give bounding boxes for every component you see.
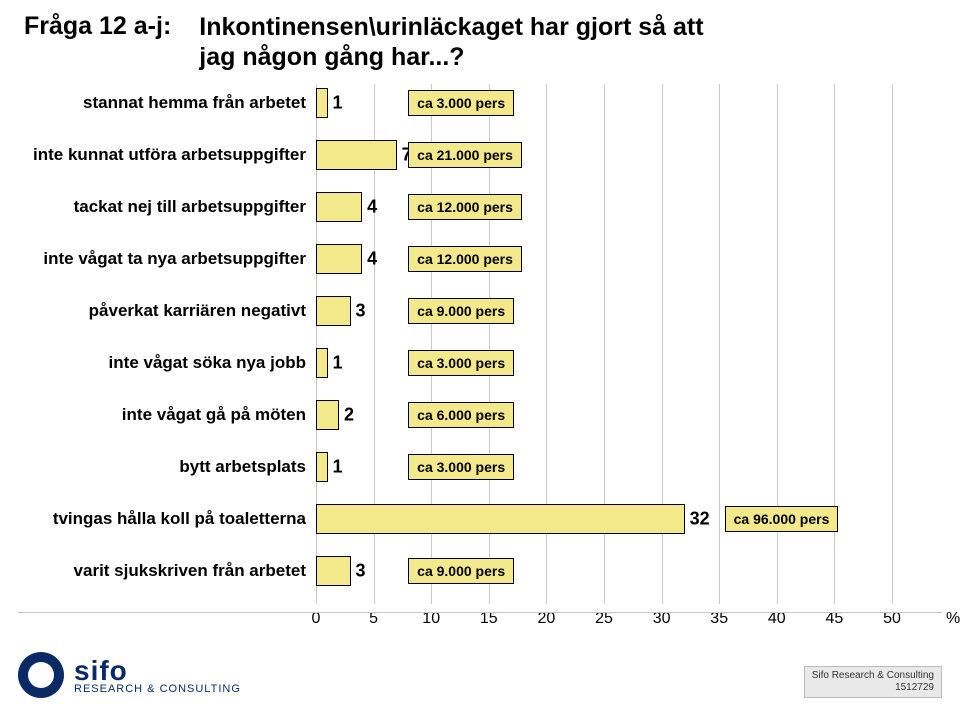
page: Fråga 12 a-j: Inkontinensen\urinläckaget… xyxy=(0,0,960,706)
bar-wrap: 1 ca 3.000 pers xyxy=(316,348,892,378)
title-question-text: Inkontinensen\urinläckaget har gjort så … xyxy=(199,12,703,72)
annotation-box: ca 3.000 pers xyxy=(408,90,514,116)
bar-chart: 05101520253035404550 stannat hemma från … xyxy=(24,84,936,604)
annotation-box: ca 9.000 pers xyxy=(408,558,514,584)
bar-value: 32 xyxy=(690,509,710,530)
bar: 3 xyxy=(316,556,351,586)
category-label: inte vågat gå på möten xyxy=(122,405,316,425)
chart-row: stannat hemma från arbetet1ca 3.000 pers xyxy=(24,84,936,122)
chart-row: påverkat karriären negativt3ca 9.000 per… xyxy=(24,292,936,330)
bar-value: 1 xyxy=(333,457,343,478)
chart-row: bytt arbetsplats1ca 3.000 pers xyxy=(24,448,936,486)
category-label: inte vågat ta nya arbetsuppgifter xyxy=(43,249,316,269)
logo-mark-icon xyxy=(18,652,64,698)
bar-value: 4 xyxy=(367,249,377,270)
chart-row: varit sjukskriven från arbetet3ca 9.000 … xyxy=(24,552,936,590)
bar: 4 xyxy=(316,244,362,274)
annotation-box: ca 9.000 pers xyxy=(408,298,514,324)
bar-wrap: 1 ca 3.000 pers xyxy=(316,88,892,118)
footer: sifo RESEARCH & CONSULTING Sifo Research… xyxy=(0,612,960,706)
annotation-box: ca 3.000 pers xyxy=(408,454,514,480)
bar: 3 xyxy=(316,296,351,326)
category-label: stannat hemma från arbetet xyxy=(83,93,316,113)
bar: 32 xyxy=(316,504,685,534)
chart-row: tackat nej till arbetsuppgifter4ca 12.00… xyxy=(24,188,936,226)
chart-row: inte vågat gå på möten2ca 6.000 pers xyxy=(24,396,936,434)
category-label: inte vågat söka nya jobb xyxy=(109,353,316,373)
bar-wrap: 3 ca 9.000 pers xyxy=(316,296,892,326)
bar-wrap: 1 ca 3.000 pers xyxy=(316,452,892,482)
logo: sifo RESEARCH & CONSULTING xyxy=(18,652,241,698)
bar-value: 3 xyxy=(356,561,366,582)
bar-value: 2 xyxy=(344,405,354,426)
annotation-box: ca 6.000 pers xyxy=(408,402,514,428)
bar-value: 1 xyxy=(333,93,343,114)
category-label: tackat nej till arbetsuppgifter xyxy=(74,197,316,217)
credit-line2: 1512729 xyxy=(895,682,934,693)
bar-value: 4 xyxy=(367,197,377,218)
title-question-id: Fråga 12 a-j: xyxy=(24,12,171,41)
annotation-box: ca 3.000 pers xyxy=(408,350,514,376)
bar: 1 xyxy=(316,88,328,118)
annotation-box: ca 12.000 pers xyxy=(408,194,522,220)
bar-value: 3 xyxy=(356,301,366,322)
chart-rows: stannat hemma från arbetet1ca 3.000 pers… xyxy=(24,84,936,604)
chart-row: inte vågat söka nya jobb1ca 3.000 pers xyxy=(24,344,936,382)
annotation-box: ca 96.000 pers xyxy=(725,506,839,532)
chart-row: inte kunnat utföra arbetsuppgifter7 ca 21… xyxy=(24,136,936,174)
category-label: påverkat karriären negativt xyxy=(89,301,316,321)
bar-wrap: 3 ca 9.000 pers xyxy=(316,556,892,586)
credit-line1: Sifo Research & Consulting xyxy=(812,670,934,681)
annotation-box: ca 12.000 pers xyxy=(408,246,522,272)
category-label: varit sjukskriven från arbetet xyxy=(74,561,316,581)
annotation-box: ca 21.000 pers xyxy=(408,142,522,168)
chart-row: tvingas hålla koll på toaletterna32ca 96… xyxy=(24,500,936,538)
bar-wrap: 2 ca 6.000 pers xyxy=(316,400,892,430)
bar: 2 xyxy=(316,400,339,430)
title-line1: Inkontinensen\urinläckaget har gjort så … xyxy=(199,13,703,41)
bar-wrap: 4 ca 12.000 pers xyxy=(316,244,892,274)
logo-subtitle: RESEARCH & CONSULTING xyxy=(74,683,241,695)
bar: 1 xyxy=(316,452,328,482)
bar: 4 xyxy=(316,192,362,222)
bar-wrap: 7 ca 21.000 pers xyxy=(316,140,892,170)
category-label: bytt arbetsplats xyxy=(179,457,316,477)
category-label: inte kunnat utföra arbetsuppgifter xyxy=(33,145,316,165)
credit: Sifo Research & Consulting 1512729 xyxy=(804,666,942,698)
bar-wrap: 4 ca 12.000 pers xyxy=(316,192,892,222)
title-row: Fråga 12 a-j: Inkontinensen\urinläckaget… xyxy=(24,12,936,72)
bar: 7 xyxy=(316,140,397,170)
category-label: tvingas hålla koll på toaletterna xyxy=(53,509,316,529)
bar-wrap: 32 ca 96.000 pers xyxy=(316,504,892,534)
chart-row: inte vågat ta nya arbetsuppgifter4ca 12.… xyxy=(24,240,936,278)
credit-box: Sifo Research & Consulting 1512729 xyxy=(804,666,942,698)
title-line2: jag någon gång har...? xyxy=(199,43,464,71)
bar-value: 1 xyxy=(333,353,343,374)
bar: 1 xyxy=(316,348,328,378)
logo-text: sifo RESEARCH & CONSULTING xyxy=(74,655,241,695)
